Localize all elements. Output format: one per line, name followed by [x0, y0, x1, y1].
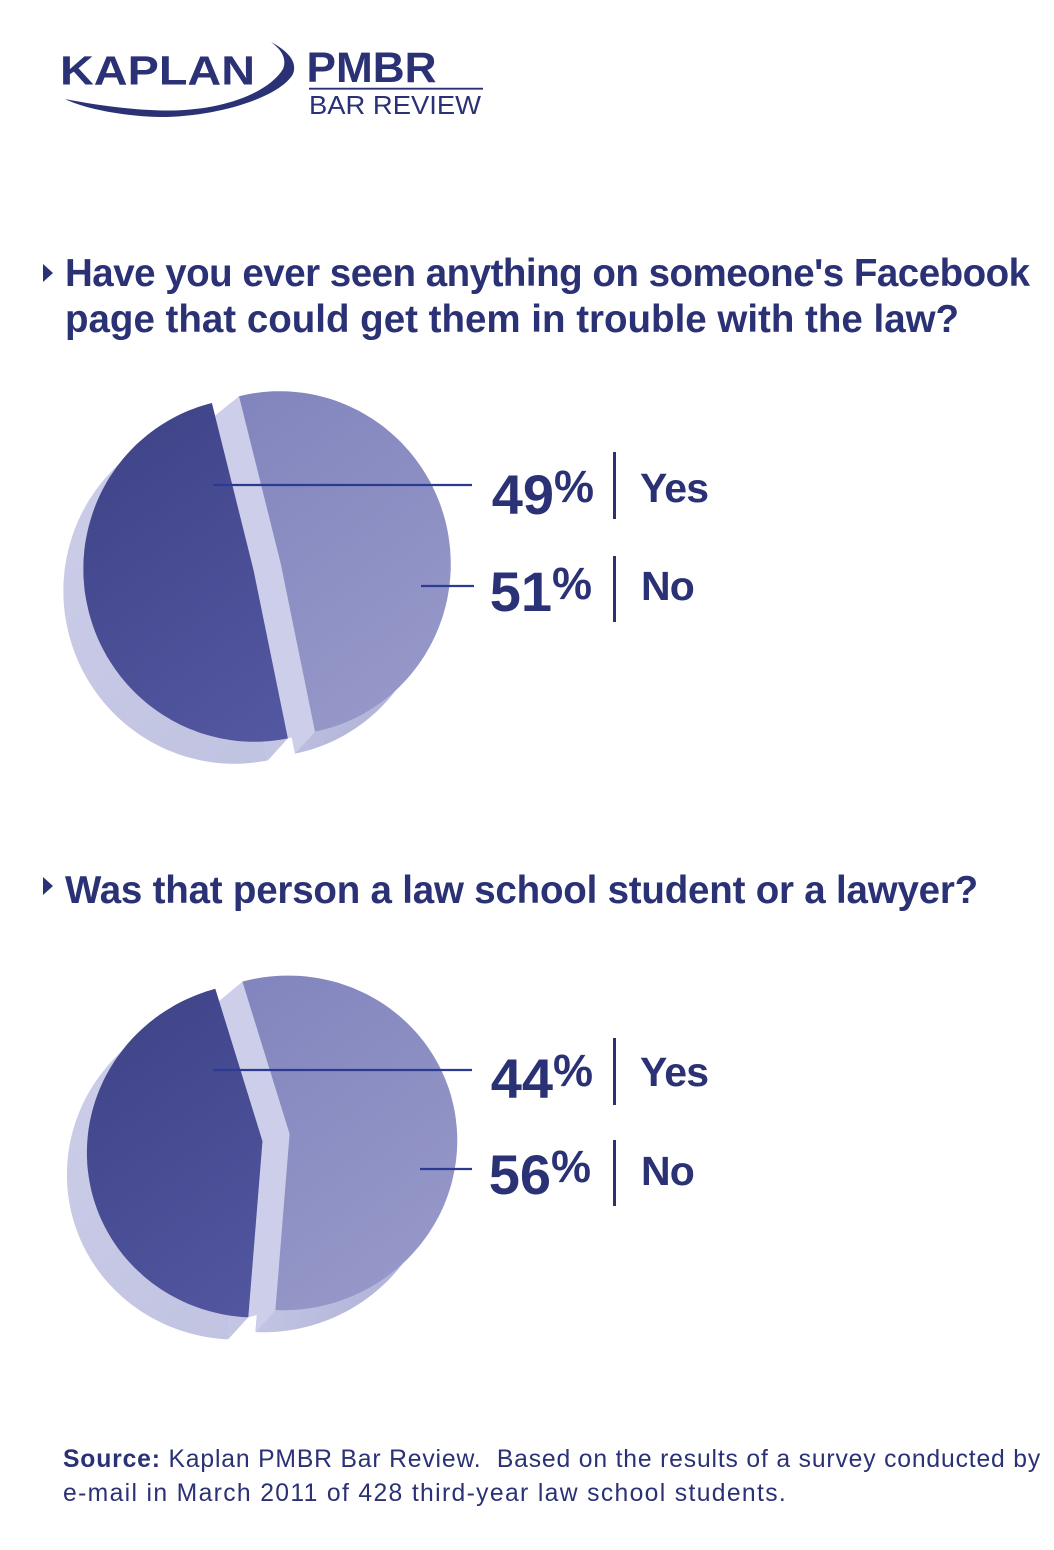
svg-text:KAPLAN: KAPLAN — [60, 48, 255, 94]
svg-text:PMBR: PMBR — [307, 45, 437, 92]
svg-text:BAR REVIEW: BAR REVIEW — [309, 92, 481, 120]
